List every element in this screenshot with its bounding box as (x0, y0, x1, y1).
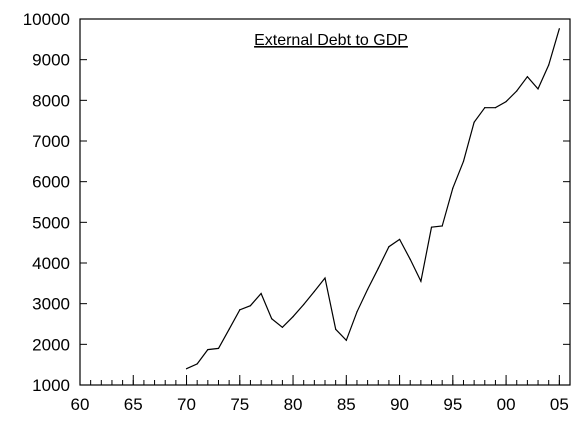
data-point (441, 225, 443, 227)
y-tick-label: 10000 (23, 10, 70, 29)
x-tick-label: 65 (124, 395, 143, 414)
y-tick-label: 4000 (32, 254, 70, 273)
data-point (324, 277, 326, 279)
y-tick-label: 3000 (32, 295, 70, 314)
x-tick-label: 90 (390, 395, 409, 414)
y-tick-label: 6000 (32, 173, 70, 192)
x-tick-label: 05 (550, 395, 569, 414)
data-point (462, 160, 465, 162)
x-tick-label: 70 (177, 395, 196, 414)
data-point (452, 187, 454, 189)
chart-title: External Debt to GDP (254, 32, 408, 49)
data-point (249, 305, 252, 307)
data-point (473, 121, 475, 123)
data-point (260, 292, 262, 295)
data-point (388, 246, 390, 248)
data-point (356, 311, 358, 313)
data-point (398, 238, 401, 241)
data-point (313, 290, 315, 293)
data-point (548, 64, 550, 66)
data-point (271, 318, 273, 320)
y-tick-label: 8000 (32, 91, 70, 110)
plot-frame (79, 18, 571, 386)
x-tick-label: 75 (230, 395, 249, 414)
data-point (494, 107, 497, 109)
data-point (430, 226, 433, 228)
data-point (409, 258, 411, 260)
data-point (281, 326, 283, 328)
y-tick-label: 5000 (32, 213, 70, 232)
y-tick-label: 1000 (32, 376, 70, 395)
series-line (186, 28, 560, 370)
data-point (303, 303, 305, 306)
data-point (185, 368, 188, 370)
data-point (228, 328, 230, 330)
data-point (420, 280, 422, 282)
x-tick-label: 80 (284, 395, 303, 414)
x-tick-label: 95 (443, 395, 462, 414)
data-point (292, 316, 294, 318)
x-tick-label: 85 (337, 395, 356, 414)
data-point (196, 363, 198, 365)
data-point (345, 339, 347, 341)
data-point (335, 328, 337, 330)
x-axis: 60 65 70 75 80 85 90 95 00 05 (71, 375, 571, 414)
y-tick-label: 2000 (32, 335, 70, 354)
data-point (516, 90, 518, 92)
data-point (558, 28, 560, 30)
x-tick-label: 60 (71, 395, 90, 414)
data-point (526, 76, 528, 78)
data-point (367, 288, 369, 291)
data-point (217, 347, 220, 349)
data-point (377, 267, 379, 269)
y-tick-label: 7000 (32, 132, 70, 151)
y-axis: 1000 2000 3000 4000 5000 6000 7000 8000 9000 1000… (23, 10, 570, 395)
data-point (505, 100, 507, 103)
data-point (239, 309, 241, 311)
data-point (207, 349, 209, 351)
series-layer (185, 28, 560, 370)
x-tick-label: 00 (497, 395, 516, 414)
data-point (484, 107, 486, 109)
data-point (537, 88, 539, 90)
y-tick-label: 9000 (32, 51, 70, 70)
